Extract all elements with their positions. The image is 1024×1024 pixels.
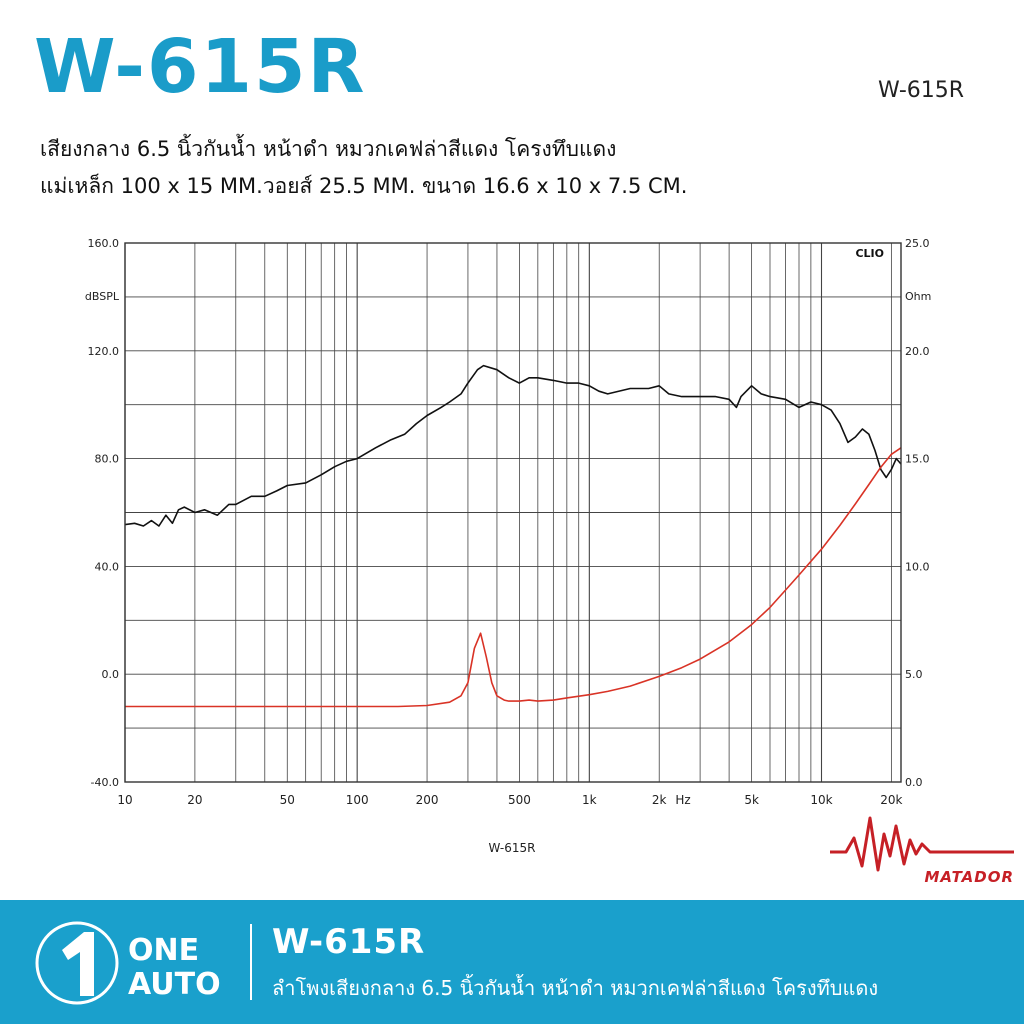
axis-labels: 160.0 120.0 80.0 40.0 0.0 -40.0 25.0 20.0 15.0 10… [88, 237, 930, 807]
x-tick-label: 50 [280, 793, 295, 807]
x-unit-label: Hz [675, 793, 690, 807]
x-tick-label: 20k [880, 793, 902, 807]
y-right-tick-label: 25.0 [905, 237, 930, 250]
y-left-tick-label: 120.0 [88, 345, 120, 358]
logo-word-auto: AUTO [128, 967, 221, 1002]
y-right-tick-label: 20.0 [905, 345, 930, 358]
x-tick-label: 500 [508, 793, 531, 807]
series-group [124, 364, 902, 708]
y-left-unit-label: dBSPL [85, 290, 120, 303]
description-line-2: แม่เหล็ก 100 x 15 MM.วอยส์ 25.5 MM. ขนาด… [40, 174, 688, 198]
spl-response-line [124, 364, 902, 527]
x-tick-label: 10k [810, 793, 832, 807]
footer-description: ลำโพงเสียงกลาง 6.5 นิ้วกันน้ำ หน้าดำ หมว… [272, 976, 879, 1000]
impedance-curve-line [125, 447, 902, 708]
y-left-tick-label: 0.0 [102, 668, 120, 681]
waveform-icon [830, 816, 1014, 872]
footer-banner: ONE AUTO W-615R ลำโพงเสียงกลาง 6.5 นิ้วก… [0, 900, 1024, 1024]
grid [124, 242, 901, 783]
logo-word-one: ONE [128, 933, 199, 968]
x-tick-label: 20 [187, 793, 202, 807]
chart-watermark: CLIO [855, 247, 884, 260]
x-tick-label: 2k [652, 793, 667, 807]
page-title: W-615R [34, 24, 367, 110]
y-left-tick-label: 160.0 [88, 237, 120, 250]
matador-logo: MATADOR [830, 816, 1014, 886]
y-right-tick-label: 0.0 [905, 776, 923, 789]
model-tag: W-615R [878, 78, 965, 103]
x-tick-label: 200 [416, 793, 439, 807]
description-line-1: เสียงกลาง 6.5 นิ้วกันน้ำ หน้าดำ หมวกเคฟล… [40, 137, 617, 161]
frequency-response-chart: 160.0 120.0 80.0 40.0 0.0 -40.0 25.0 20.0 15.0 10… [85, 237, 931, 855]
brand-name: MATADOR [924, 868, 1014, 886]
y-left-tick-label: 40.0 [95, 560, 120, 573]
x-tick-label: 1k [582, 793, 597, 807]
footer-title: W-615R [272, 922, 426, 962]
x-tick-label: 5k [744, 793, 759, 807]
chart-caption: W-615R [489, 841, 536, 855]
y-left-tick-label: -40.0 [91, 776, 119, 789]
one-auto-logo: ONE AUTO [35, 921, 221, 1005]
y-right-tick-label: 5.0 [905, 668, 923, 681]
y-right-tick-label: 10.0 [905, 560, 930, 573]
x-tick-label: 10 [117, 793, 132, 807]
y-right-tick-label: 15.0 [905, 453, 930, 466]
footer-divider [250, 924, 252, 1000]
logo-ring-icon [35, 921, 119, 1005]
y-right-unit-label: Ohm [905, 290, 931, 303]
y-left-tick-label: 80.0 [95, 453, 120, 466]
x-tick-label: 100 [346, 793, 369, 807]
plot-frame [124, 242, 902, 783]
logo-numeral-one-icon [62, 932, 94, 996]
